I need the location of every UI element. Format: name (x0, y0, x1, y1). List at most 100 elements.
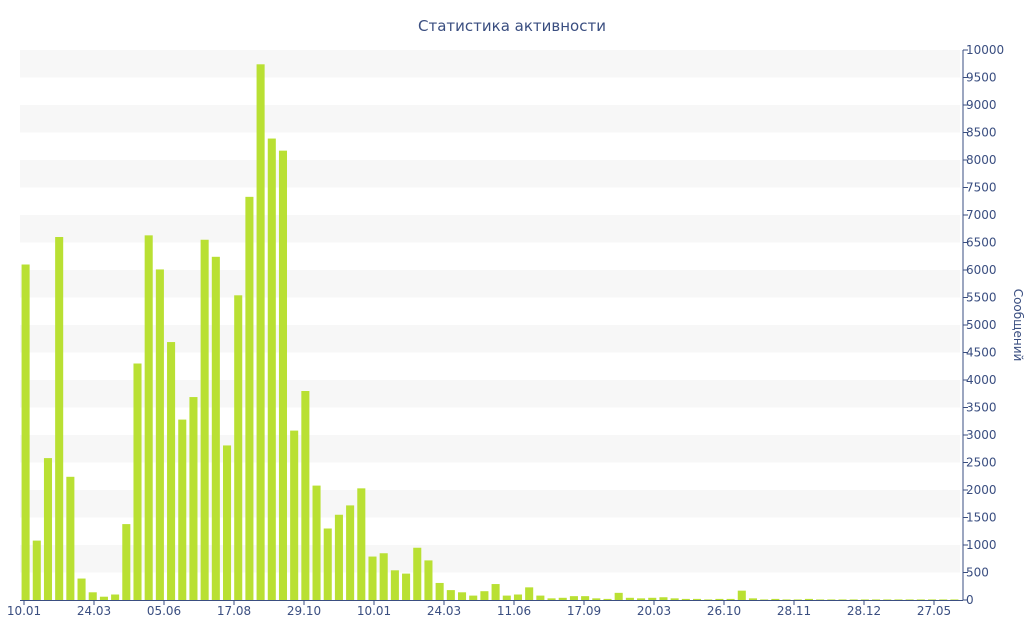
x-tick-label: 20.03 (637, 604, 671, 618)
bar (77, 578, 86, 600)
x-tick-label: 17.08 (217, 604, 251, 618)
bar (513, 594, 523, 600)
bar (782, 599, 791, 600)
y-tick-label: 6000 (966, 263, 997, 277)
y-tick-label: 7500 (966, 181, 997, 195)
bar (894, 599, 903, 600)
grid-band (20, 270, 960, 298)
bar (122, 524, 131, 600)
bar (144, 235, 153, 600)
axes-group: 0 500 1000 1500 2000 2500 3000 3500 4000 4500 5000… (7, 43, 1004, 618)
bar (603, 598, 612, 600)
grid-band (20, 380, 960, 408)
bar (737, 590, 746, 600)
bar (290, 430, 299, 600)
grid-band (20, 50, 960, 78)
y-tick-label: 4000 (966, 373, 997, 387)
bar (155, 269, 164, 600)
grid-bands (20, 50, 960, 573)
bar (99, 596, 108, 600)
bar (223, 445, 232, 600)
y-tick-label: 9000 (966, 98, 997, 112)
bar (838, 599, 847, 600)
bar (536, 595, 545, 600)
bar (178, 419, 187, 600)
bar (469, 595, 478, 600)
bar (43, 458, 53, 600)
bar (446, 590, 455, 600)
bars-group (21, 64, 959, 601)
bar (55, 237, 64, 600)
bar (569, 596, 578, 600)
bar (793, 599, 802, 600)
x-tick-label: 29.10 (287, 604, 321, 618)
bar (424, 560, 433, 600)
bar (502, 595, 511, 600)
bar (390, 570, 399, 600)
bar (357, 488, 366, 600)
x-tick-label: 27.05 (917, 604, 951, 618)
bar (726, 598, 735, 600)
x-tick-label: 11.06 (497, 604, 531, 618)
bar (905, 599, 914, 600)
y-tick-label: 2000 (966, 483, 997, 497)
x-tick-label: 26.10 (707, 604, 741, 618)
grid-band (20, 215, 960, 243)
bar (267, 138, 276, 601)
x-tick-label: 28.11 (777, 604, 811, 618)
x-tick-label: 24.03 (77, 604, 111, 618)
chart-title: Статистика активности (418, 17, 606, 35)
y-tick-label: 1000 (966, 538, 997, 552)
bar (458, 592, 467, 600)
bar (659, 597, 668, 600)
y-tick-label: 8000 (966, 153, 997, 167)
bar (167, 342, 176, 600)
bar (950, 599, 959, 600)
y-tick-label: 500 (966, 566, 989, 580)
y-tick-label: 8500 (966, 126, 997, 140)
grid-band (20, 435, 960, 463)
y-tick-label: 2500 (966, 456, 997, 470)
bar (21, 264, 30, 600)
bar (88, 592, 97, 600)
bar (234, 295, 243, 600)
bar (715, 598, 724, 600)
bar (256, 64, 265, 601)
bar (312, 485, 321, 600)
bar (368, 556, 377, 600)
bar (200, 239, 209, 600)
bar (827, 599, 836, 600)
y-tick-label: 3500 (966, 401, 997, 415)
bar (413, 547, 422, 600)
bar (681, 598, 690, 600)
bar (323, 528, 332, 600)
x-tick-label: 10.01 (357, 604, 391, 618)
bar (301, 391, 310, 600)
bar (771, 598, 780, 600)
grid-band (20, 105, 960, 133)
y-tick-label: 10000 (966, 43, 1004, 57)
y-tick-label: 7000 (966, 208, 997, 222)
grid-band (20, 490, 960, 518)
y-tick-label: 0 (966, 593, 974, 607)
x-tick-label: 17.09 (567, 604, 601, 618)
bar (480, 591, 489, 600)
bar (525, 587, 534, 600)
y-tick-label: 4500 (966, 346, 997, 360)
bar (648, 597, 657, 600)
y-tick-label: 1500 (966, 511, 997, 525)
bar (133, 363, 142, 600)
y-axis-label: Сообщений (1011, 289, 1024, 362)
bar (916, 599, 925, 600)
bar (625, 597, 634, 600)
bar (491, 584, 500, 600)
bar (189, 397, 198, 600)
bar (670, 598, 679, 600)
bar (637, 598, 646, 600)
y-tick-label: 3000 (966, 428, 997, 442)
x-tick-label: 24.03 (427, 604, 461, 618)
bar (211, 256, 220, 600)
bar (66, 476, 75, 600)
